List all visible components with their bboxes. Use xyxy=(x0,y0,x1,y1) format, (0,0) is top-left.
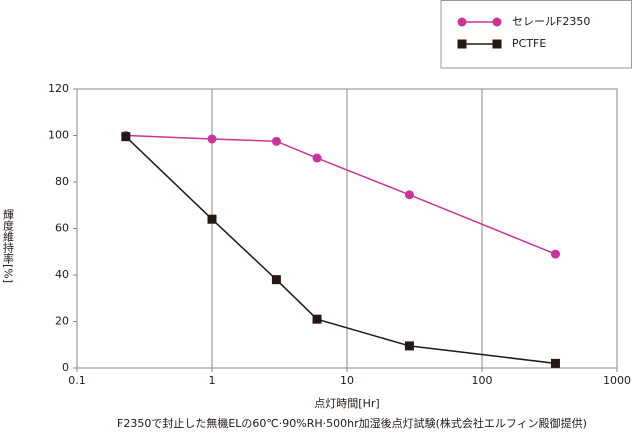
y-tick-label: 80 xyxy=(55,175,69,188)
x-tick-label: 1000 xyxy=(603,374,631,387)
data-point xyxy=(207,214,217,224)
data-point xyxy=(312,314,322,324)
legend-marker xyxy=(457,39,467,49)
y-tick-label: 100 xyxy=(48,129,69,142)
legend-box xyxy=(440,0,632,69)
x-tick-label: 100 xyxy=(472,374,493,387)
y-tick-label: 120 xyxy=(48,82,69,95)
legend-label: セレールF2350 xyxy=(512,15,590,28)
y-axis-label: 輝度維持率[%] xyxy=(2,209,15,283)
x-tick-label: 1 xyxy=(209,374,216,387)
data-point xyxy=(550,358,560,368)
data-point xyxy=(271,136,281,146)
data-point xyxy=(550,249,560,259)
y-tick-label: 0 xyxy=(62,361,69,374)
data-point xyxy=(271,275,281,285)
data-point xyxy=(121,132,131,142)
legend-marker xyxy=(492,17,502,27)
x-tick-label: 10 xyxy=(340,374,354,387)
series-line xyxy=(125,136,556,365)
legend-marker xyxy=(457,17,467,27)
y-tick-label: 60 xyxy=(55,222,69,235)
data-point xyxy=(207,134,217,144)
legend-label: PCTFE xyxy=(512,37,546,50)
data-point xyxy=(404,341,414,351)
x-axis-label: 点灯時間[Hr] xyxy=(314,397,379,410)
x-tick-label: 0.1 xyxy=(68,374,86,387)
series-line xyxy=(125,134,556,255)
y-tick-label: 40 xyxy=(55,268,69,281)
y-tick-label: 20 xyxy=(55,315,69,328)
data-point xyxy=(404,190,414,200)
legend-marker xyxy=(492,39,502,49)
data-point xyxy=(312,153,322,163)
caption: F2350で封止した無機ELの60℃·90%RH·500hr加湿後点灯試験(株式… xyxy=(117,416,587,430)
